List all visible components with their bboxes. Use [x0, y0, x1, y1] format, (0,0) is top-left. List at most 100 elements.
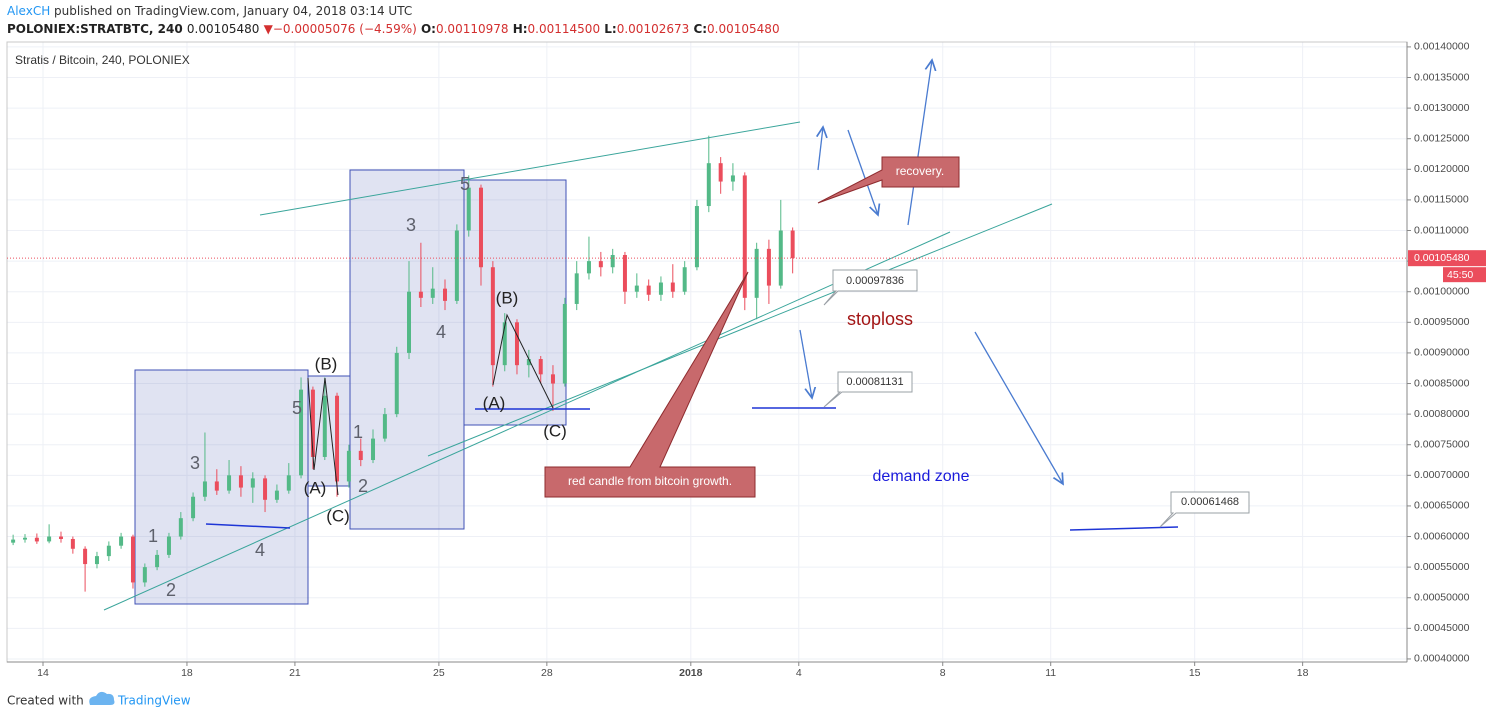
x-tick-label: 8: [940, 667, 946, 679]
x-tick-label: 2018: [679, 667, 703, 679]
l: 0.00102673: [617, 22, 690, 36]
wave-path: [492, 313, 554, 409]
y-tick-label: 0.00130000: [1414, 102, 1470, 114]
correction-label: (A): [304, 478, 327, 497]
candle-body: [263, 478, 268, 500]
callout: recovery.: [896, 164, 944, 178]
candle-body: [178, 518, 183, 537]
candle-body: [299, 389, 304, 476]
boxes: [134, 169, 567, 605]
candle-body: [70, 538, 75, 549]
callout-box: [544, 271, 756, 498]
candle-body: [706, 163, 711, 207]
footer-brand: TradingView: [117, 694, 191, 708]
candle-body: [670, 282, 675, 292]
candle-body: [442, 288, 447, 301]
wave-label: 3: [190, 453, 200, 473]
wave-label: 4: [436, 322, 446, 342]
candle-body: [250, 478, 255, 488]
ohlc-line: POLONIEX:STRATBTC, 240 0.00105480 ▼−0.00…: [7, 22, 780, 36]
wave-path: [307, 377, 339, 496]
candle-body: [682, 267, 687, 292]
x-tick-label: 25: [433, 667, 445, 679]
callout-box: [817, 156, 960, 204]
candle-body: [155, 554, 160, 568]
wave-label: 2: [166, 580, 176, 600]
y-tick-label: 0.00125000: [1414, 132, 1470, 144]
candle-body: [646, 285, 651, 295]
o: 0.00110978: [436, 22, 509, 36]
y-tick-label: 0.00065000: [1414, 500, 1470, 512]
price-tag-label: 0.00105480: [1414, 252, 1470, 264]
y-tick-label: 0.00045000: [1414, 622, 1470, 634]
callout: red candle from bitcoin growth.: [568, 474, 732, 488]
arrow: [974, 331, 1063, 484]
candle-body: [34, 537, 39, 542]
candle-body: [407, 291, 412, 353]
y-tick-label: 0.00085000: [1414, 377, 1470, 389]
candle-body: [202, 481, 207, 497]
x-tick-label: 15: [1189, 667, 1201, 679]
candle-body: [371, 438, 376, 461]
candle-body: [119, 536, 124, 546]
wave-label: 5: [460, 174, 470, 194]
note-box: [1159, 491, 1250, 528]
trend-line: [259, 121, 801, 216]
wave-label: 4: [255, 540, 265, 560]
candle-body: [335, 395, 340, 482]
candle-body: [754, 248, 759, 298]
header-line: AlexCH published on TradingView.com, Jan…: [7, 4, 412, 18]
candle-body: [191, 496, 196, 519]
demand-zone: demand zone: [873, 468, 970, 485]
trend-line: [103, 231, 951, 611]
c: 0.00105480: [707, 22, 780, 36]
candle-body: [466, 187, 471, 231]
candle-body: [538, 359, 543, 375]
y-tick-label: 0.00090000: [1414, 347, 1470, 359]
candle-body: [634, 285, 639, 292]
y-tick-label: 0.00040000: [1414, 653, 1470, 665]
countdown: 45:50: [1447, 269, 1473, 281]
correction-label: (B): [315, 354, 338, 373]
countdown-tag: [1443, 267, 1486, 283]
grid: [7, 42, 1407, 662]
x-tick-label: 18: [181, 667, 193, 679]
note-box: [823, 269, 918, 306]
candle-body: [586, 261, 591, 274]
chart-title: Stratis / Bitcoin, 240, POLONIEX: [15, 53, 190, 67]
h: 0.00114500: [528, 22, 601, 36]
arrow: [818, 127, 823, 171]
y-tick-label: 0.00110000: [1414, 224, 1469, 236]
x-tick-label: 4: [796, 667, 802, 679]
price: 0.00105480: [187, 22, 260, 36]
y-tick-label: 0.00135000: [1414, 71, 1470, 83]
author: AlexCH: [7, 4, 50, 18]
candle-body: [358, 450, 363, 461]
candle-body: [658, 282, 663, 295]
arrow: ▼: [264, 22, 274, 36]
x-tick-label: 11: [1045, 667, 1056, 679]
note-box: [823, 371, 913, 408]
y-tick-label: 0.00120000: [1414, 163, 1470, 175]
candle-body: [742, 175, 747, 298]
candle-body: [430, 288, 435, 298]
candle-body: [622, 254, 627, 292]
wave-label: 3: [406, 215, 416, 235]
candle-body: [730, 175, 735, 182]
y-tick-label: 0.00115000: [1414, 194, 1469, 206]
footer-created: Created with: [7, 694, 84, 708]
candle-body: [58, 536, 63, 539]
x-tick-label: 14: [37, 667, 49, 679]
trend-line: [427, 203, 1053, 457]
y-tick-label: 0.00055000: [1414, 561, 1470, 573]
candle-body: [778, 230, 783, 286]
candle-body: [286, 475, 291, 491]
candle-body: [142, 567, 147, 583]
wave-label: 1: [353, 422, 363, 442]
correction-label: (C): [326, 506, 350, 525]
notes: 0.00097836 0.00081131 0.00061468 recover…: [544, 156, 1250, 528]
candle-body: [22, 537, 27, 540]
x-tick-label: 18: [1297, 667, 1309, 679]
change: −0.00005076 (−4.59%): [273, 22, 417, 36]
candle-body: [550, 374, 555, 384]
